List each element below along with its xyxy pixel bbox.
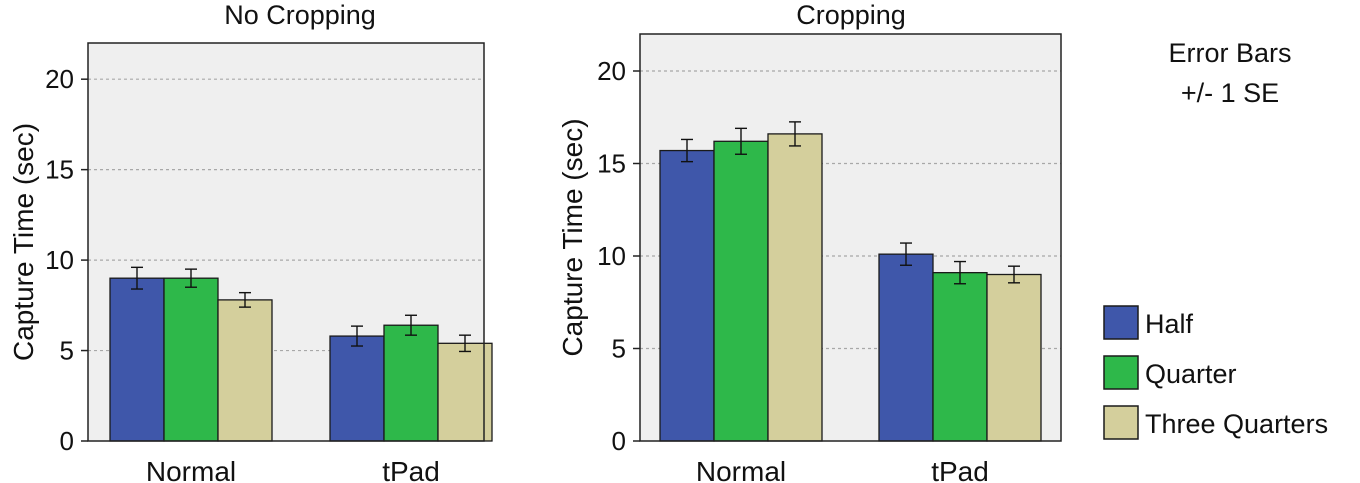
- chart-title: No Cropping: [224, 0, 376, 30]
- x-tick-label: tPad: [382, 456, 440, 483]
- error-bar: [735, 127, 747, 155]
- legend-swatch: [1103, 355, 1139, 390]
- y-tick-label: 5: [612, 334, 626, 364]
- bar: [329, 335, 385, 442]
- y-tick-label: 20: [597, 56, 626, 86]
- legend-swatch: [1103, 305, 1139, 340]
- error-bar: [239, 291, 251, 308]
- y-tick-label: 10: [45, 245, 74, 275]
- legend-swatch: [1103, 405, 1139, 440]
- chart-panel: 0 5 10 15 20 Normal tPad Cropping Capture Time (…: [557, 0, 1062, 483]
- y-tick-label: 15: [597, 149, 626, 179]
- bar: [713, 140, 769, 442]
- legend-item: Three Quarters: [1103, 405, 1328, 440]
- x-tick-label: Normal: [146, 456, 236, 483]
- legend-label: Three Quarters: [1145, 409, 1328, 439]
- plot-border: [87, 42, 485, 442]
- error-bar: [900, 242, 912, 266]
- legend-label: Half: [1145, 309, 1194, 339]
- plot-border: [639, 33, 1062, 442]
- error-bars-note-line-1: Error Bars: [1168, 38, 1291, 68]
- y-tick-label: 5: [60, 336, 74, 366]
- bar: [767, 133, 823, 442]
- x-tick-label: Normal: [696, 456, 786, 483]
- chart-panel: 0 5 10 15 20 Normal tPad No Cropping Capture Tim…: [8, 0, 493, 483]
- chart-title: Cropping: [796, 0, 906, 30]
- error-bar: [185, 268, 197, 288]
- bar: [659, 149, 715, 442]
- bar: [383, 324, 439, 442]
- legend: Half Quarter Three Quarters: [1103, 305, 1328, 440]
- error-bar: [459, 334, 471, 353]
- error-bars-note-line-2: +/- 1 SE: [1181, 78, 1279, 108]
- error-bars-note: Error Bars +/- 1 SE: [1168, 38, 1291, 108]
- bar: [932, 271, 988, 442]
- error-bar: [789, 121, 801, 147]
- y-axis-label: Capture Time (sec): [557, 118, 588, 356]
- y-tick-label: 0: [60, 426, 74, 456]
- error-bar: [131, 266, 143, 290]
- error-bar: [351, 325, 363, 347]
- y-tick-label: 20: [45, 64, 74, 94]
- legend-item: Half: [1103, 305, 1194, 340]
- error-bar: [954, 260, 966, 285]
- error-bar: [405, 314, 417, 336]
- x-tick-label: tPad: [931, 456, 989, 483]
- y-axis-label: Capture Time (sec): [8, 123, 39, 361]
- bar: [163, 277, 219, 442]
- legend-label: Quarter: [1145, 359, 1237, 389]
- bar: [878, 253, 934, 442]
- y-tick-label: 10: [597, 241, 626, 271]
- bar: [217, 299, 273, 442]
- bar: [437, 342, 493, 442]
- error-bar: [681, 138, 693, 163]
- bar: [109, 277, 165, 442]
- bar: [986, 273, 1042, 442]
- error-bar: [1008, 265, 1020, 284]
- y-tick-label: 0: [612, 426, 626, 456]
- y-tick-label: 15: [45, 155, 74, 185]
- legend-item: Quarter: [1103, 355, 1237, 390]
